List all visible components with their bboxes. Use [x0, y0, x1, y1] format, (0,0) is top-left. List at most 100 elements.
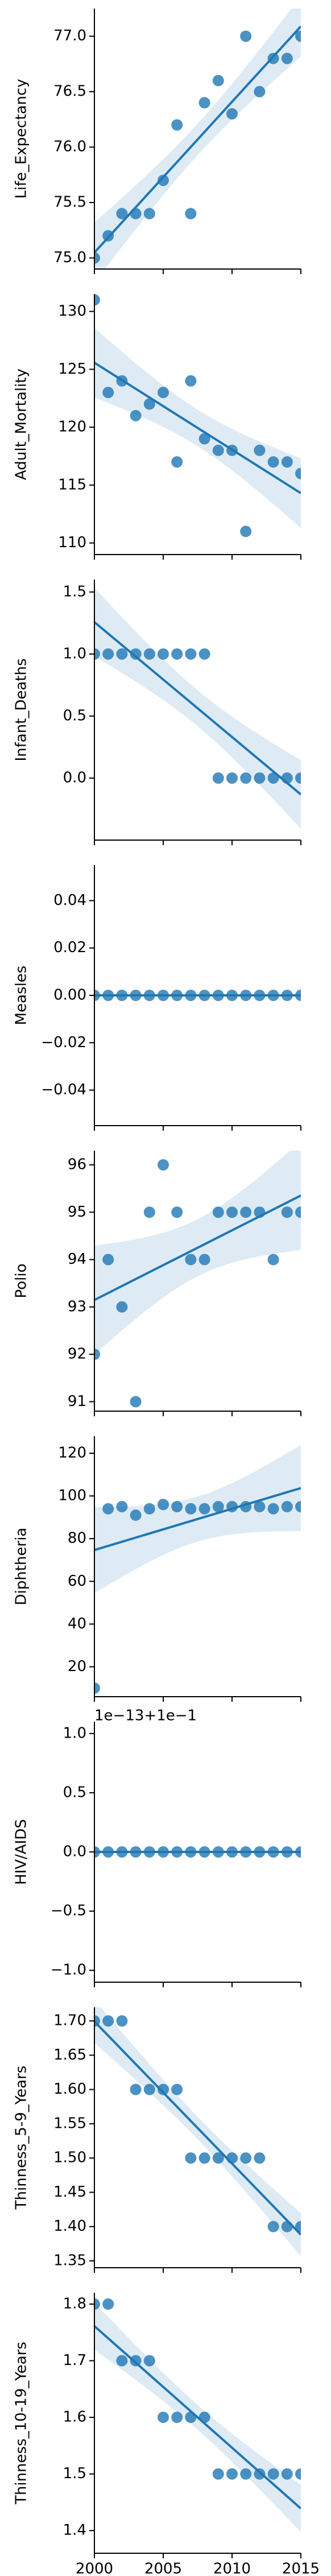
point: [212, 75, 224, 86]
point: [240, 1500, 252, 1512]
point: [198, 2152, 210, 2164]
point: [171, 119, 183, 131]
point: [171, 990, 183, 1001]
point: [185, 990, 197, 1001]
panel: 1.4 1.5 1.6 1.7 1.8 2000 2005 2010 2015 Thinness_…: [13, 2293, 320, 2576]
panel: 0.0 0.5 1.0 1.5 Infant_Deaths: [13, 580, 301, 845]
point: [267, 2221, 279, 2232]
point: [102, 1846, 114, 1858]
point: [212, 2152, 224, 2164]
point: [94, 2015, 100, 2027]
y-tick-label: 60: [68, 1573, 86, 1590]
point: [254, 2152, 266, 2164]
point: [116, 1500, 128, 1512]
y-tick-label: 130: [58, 303, 86, 320]
point: [212, 444, 224, 456]
y-tick-label: 1.40: [53, 2218, 86, 2235]
y-tick-label: 120: [58, 1445, 86, 1462]
point: [185, 375, 197, 387]
y-tick-label: 94: [68, 1251, 86, 1268]
panel: −1.0 −0.5 0.0 0.5 1.0 HIV/AIDS 1e−13+1e−1: [13, 1707, 301, 1987]
point: [94, 252, 100, 264]
point: [240, 30, 252, 42]
point: [158, 175, 169, 187]
point: [240, 772, 252, 784]
y-tick-label: 0.5: [63, 707, 86, 724]
point: [185, 208, 197, 220]
confidence-band: [94, 9, 301, 269]
point: [102, 1254, 114, 1266]
x-tick-label: 2000: [76, 2561, 113, 2576]
confidence-band: [94, 2007, 301, 2256]
point: [295, 1206, 301, 1218]
y-tick-label: 1.65: [53, 2046, 86, 2064]
point: [226, 772, 238, 784]
point: [116, 1301, 128, 1313]
point: [185, 1846, 197, 1858]
y-tick-label: 20: [68, 1658, 86, 1675]
y-tick-label: 75.0: [53, 249, 86, 266]
y-tick-label: −0.5: [51, 1903, 86, 1920]
y-tick-label: 96: [68, 1156, 86, 1173]
regression-line: [94, 621, 301, 796]
point: [116, 375, 128, 387]
point: [226, 1500, 238, 1512]
y-tick-label: 40: [68, 1615, 86, 1632]
point: [240, 2468, 252, 2480]
point: [102, 1503, 114, 1515]
point: [212, 772, 224, 784]
point: [171, 648, 183, 660]
point: [116, 208, 128, 220]
point: [254, 444, 266, 456]
point: [226, 2152, 238, 2164]
point: [198, 433, 210, 445]
y-tick-label: 120: [58, 419, 86, 436]
y-tick-label: 1.45: [53, 2184, 86, 2201]
y-tick-label: 1.6: [63, 2409, 86, 2426]
point: [94, 990, 100, 1001]
point: [212, 1500, 224, 1512]
panel: 110 115 120 125 130 Adult_Mortality: [13, 294, 301, 560]
point: [143, 648, 155, 660]
point: [281, 1206, 293, 1218]
y-tick-label: 125: [58, 361, 86, 378]
y-tick-label: 0.02: [53, 939, 86, 956]
x-tick-label: 2010: [213, 2561, 251, 2576]
point: [102, 230, 114, 242]
point: [254, 2468, 266, 2480]
point: [267, 2468, 279, 2480]
point: [267, 990, 279, 1001]
y-tick-label: 0.00: [53, 987, 86, 1004]
offset-text: 1e−13+1e−1: [94, 1707, 197, 1725]
point: [226, 108, 238, 120]
point: [198, 1846, 210, 1858]
point: [254, 772, 266, 784]
point: [143, 2083, 155, 2095]
point: [198, 648, 210, 660]
point: [281, 52, 293, 64]
point: [130, 1846, 142, 1858]
point: [171, 1846, 183, 1858]
point: [295, 30, 301, 42]
point: [185, 1254, 197, 1266]
y-axis-label: Diphtheria: [13, 1528, 30, 1606]
y-tick-label: 1.7: [63, 2352, 86, 2369]
y-axis-label: Thinness_5-9_Years: [13, 2066, 30, 2210]
point: [185, 648, 197, 660]
y-tick-label: 95: [68, 1204, 86, 1221]
y-axis-label: Thinness_10-19_Years: [13, 2342, 30, 2505]
point: [130, 2083, 142, 2095]
point: [158, 990, 169, 1001]
point: [212, 990, 224, 1001]
point: [158, 387, 169, 399]
regression-line: [94, 26, 301, 254]
point: [295, 468, 301, 479]
point: [267, 1503, 279, 1515]
point: [254, 990, 266, 1001]
point: [102, 648, 114, 660]
x-tick-label: 2015: [282, 2561, 320, 2576]
y-tick-label: 0.0: [63, 1843, 86, 1860]
y-tick-label: 77.0: [53, 27, 86, 44]
point: [130, 208, 142, 220]
y-tick-label: 76.5: [53, 83, 86, 100]
